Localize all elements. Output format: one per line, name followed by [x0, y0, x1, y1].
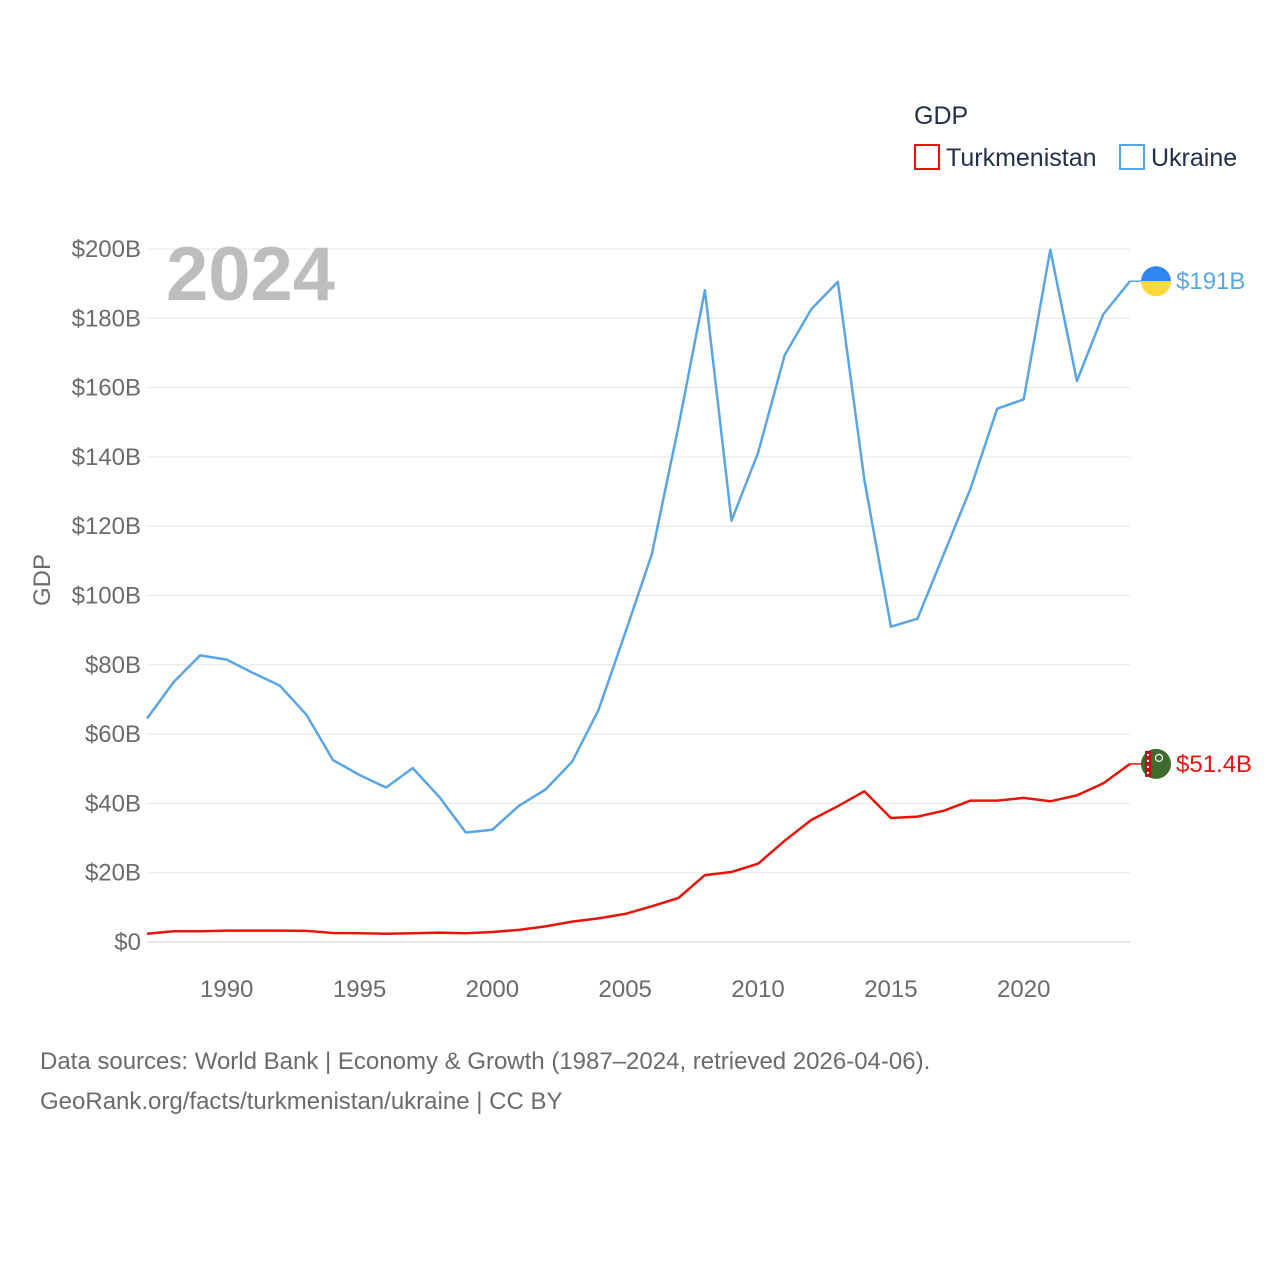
x-tick-label: 2005: [599, 976, 652, 1003]
y-tick-label: $180B: [72, 305, 141, 332]
x-tick-label: 2010: [731, 976, 784, 1003]
legend-item-turkmenistan[interactable]: Turkmenistan: [914, 144, 1097, 172]
series-lines: [145, 248, 1131, 935]
series-end-markers: $51.4B $191B: [1130, 266, 1252, 779]
y-tick-label: $60B: [85, 721, 141, 748]
x-tick-label: 1990: [200, 976, 253, 1003]
y-tick-label: $40B: [85, 790, 141, 817]
legend-title: GDP: [914, 102, 968, 130]
y-tick-label: $120B: [72, 513, 141, 540]
y-tick-label: $20B: [85, 860, 141, 887]
legend-swatch-ukraine: [1119, 144, 1145, 170]
source-line-1: Data sources: World Bank | Economy & Gro…: [40, 1048, 931, 1075]
gdp-line-chart: $0 $20B $40B $60B $80B $100B $120B $140B $160B $1…: [29, 102, 1252, 1003]
y-tick-label: $0: [114, 929, 141, 956]
end-label-ukraine: $191B: [1176, 268, 1245, 295]
y-axis-title: GDP: [29, 554, 56, 606]
series-line-ukraine: [145, 248, 1131, 834]
x-axis-ticks: 1990 1995 2000 2005 2010 2015 2020: [200, 976, 1050, 1003]
x-tick-label: 1995: [333, 976, 386, 1003]
series-line-turkmenistan: [146, 762, 1131, 935]
legend-item-ukraine[interactable]: Ukraine: [1119, 144, 1237, 172]
turkmenistan-flag-icon: [1141, 748, 1171, 779]
y-tick-label: $200B: [72, 236, 141, 263]
legend-label-turkmenistan: Turkmenistan: [946, 144, 1097, 172]
x-tick-label: 2015: [864, 976, 917, 1003]
legend: GDP Turkmenistan Ukraine: [914, 102, 1237, 172]
end-label-turkmenistan: $51.4B: [1176, 751, 1252, 778]
source-footer: Data sources: World Bank | Economy & Gro…: [40, 1042, 1260, 1122]
x-tick-label: 2000: [466, 976, 519, 1003]
ukraine-flag-icon: [1141, 266, 1171, 297]
legend-label-ukraine: Ukraine: [1151, 144, 1237, 172]
y-tick-label: $140B: [72, 444, 141, 471]
y-axis-ticks: $0 $20B $40B $60B $80B $100B $120B $140B $160B $1…: [72, 236, 141, 956]
x-tick-label: 2020: [997, 976, 1050, 1003]
source-line-2: GeoRank.org/facts/turkmenistan/ukraine |…: [40, 1088, 563, 1115]
y-tick-label: $160B: [72, 375, 141, 402]
year-label: 2024: [166, 232, 335, 317]
y-tick-label: $100B: [72, 583, 141, 610]
legend-swatch-turkmenistan: [914, 144, 940, 170]
y-tick-label: $80B: [85, 652, 141, 679]
